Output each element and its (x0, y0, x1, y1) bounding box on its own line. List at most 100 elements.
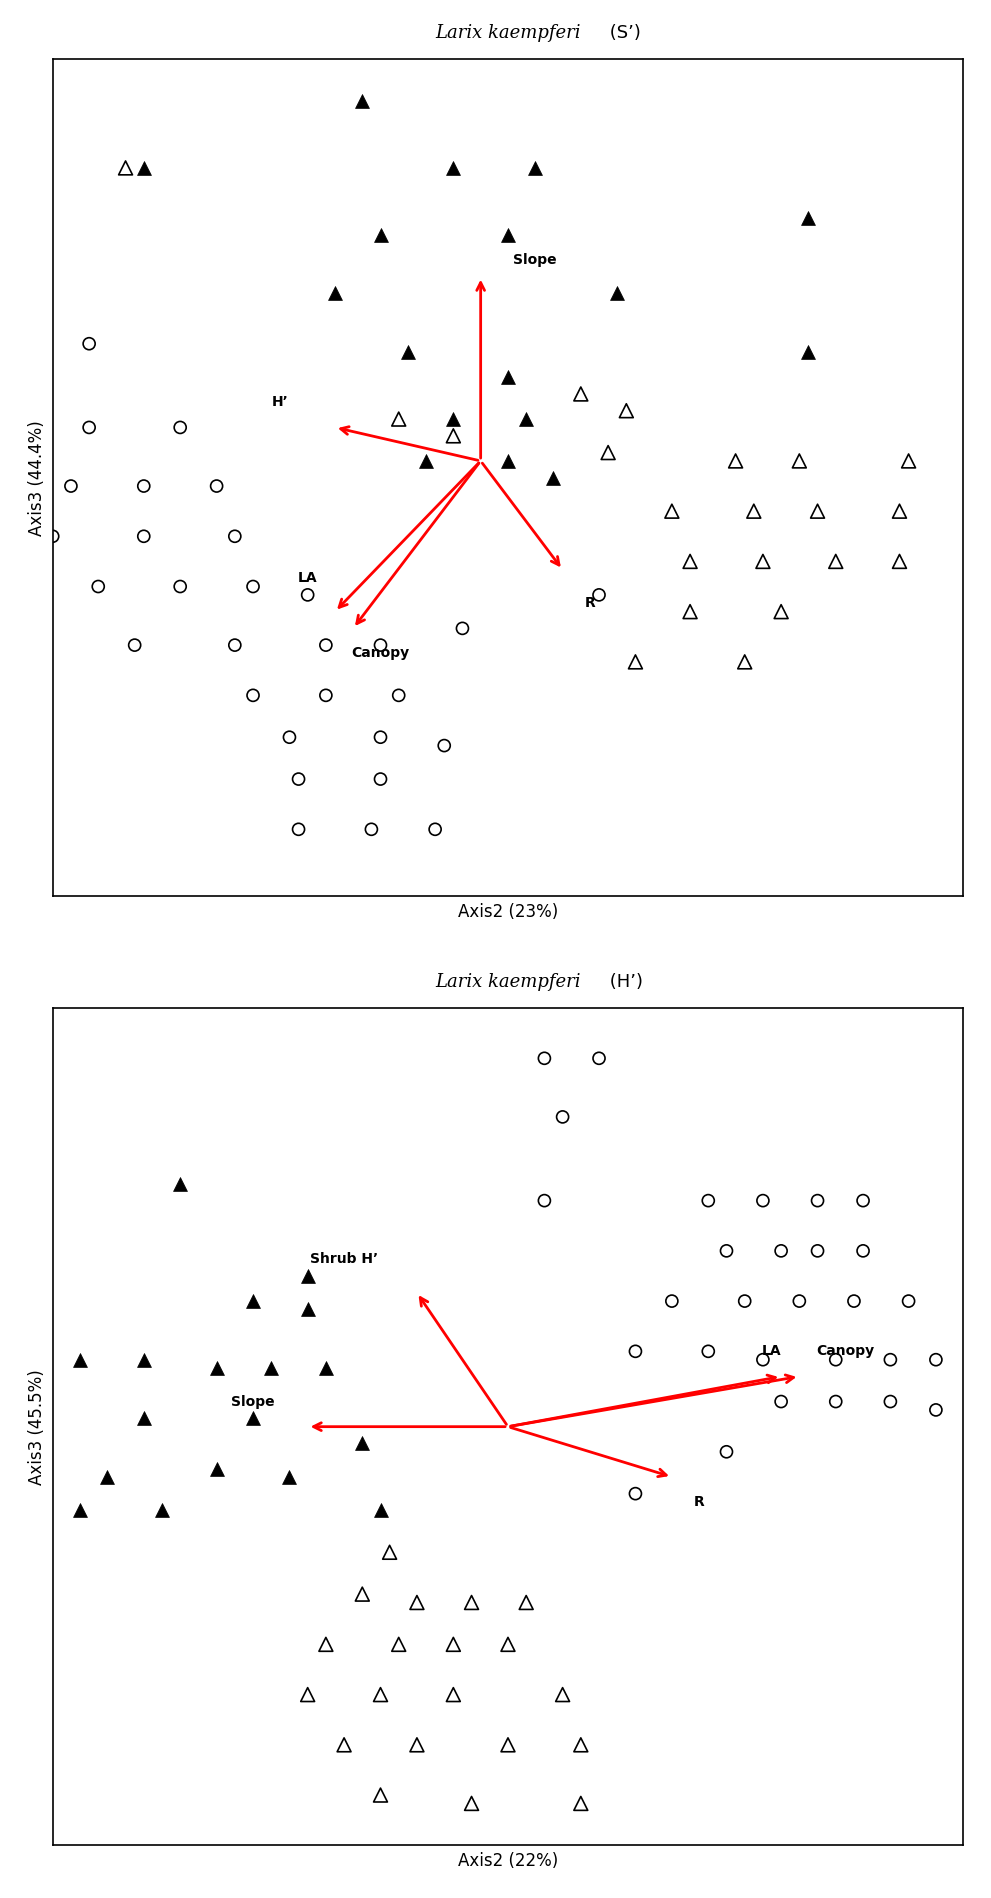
Point (855, 1186, 871, 1217)
Point (409, 1729, 425, 1759)
Point (682, 596, 698, 626)
Point (373, 721, 388, 752)
Point (264, 1353, 279, 1384)
Point (810, 1186, 826, 1217)
Point (664, 495, 680, 526)
Point (118, 152, 134, 182)
Point (136, 522, 152, 552)
Text: Canopy: Canopy (816, 1344, 874, 1359)
Point (792, 1287, 808, 1317)
Point (755, 1344, 771, 1374)
Point (209, 1454, 225, 1484)
Text: LA: LA (762, 1344, 782, 1359)
Point (72, 1344, 88, 1374)
Point (573, 1788, 589, 1818)
Point (928, 1395, 943, 1425)
Point (281, 721, 297, 752)
Point (390, 1628, 406, 1659)
Point (718, 1236, 734, 1266)
Point (72, 1496, 88, 1526)
Point (355, 1427, 371, 1458)
Text: Slope: Slope (231, 1395, 275, 1408)
Point (373, 763, 388, 793)
Point (591, 1044, 606, 1074)
Point (172, 1169, 188, 1200)
X-axis label: Axis2 (23%): Axis2 (23%) (458, 903, 558, 921)
Point (518, 404, 534, 435)
Point (336, 1729, 352, 1759)
Point (892, 547, 908, 577)
Point (373, 220, 388, 251)
Point (500, 1628, 516, 1659)
Point (546, 463, 562, 493)
Point (172, 412, 188, 442)
Point (318, 1353, 334, 1384)
Point (136, 1403, 152, 1433)
Point (682, 547, 698, 577)
Point (810, 495, 826, 526)
Point (400, 338, 416, 368)
Point (127, 630, 143, 661)
Point (245, 679, 261, 710)
Point (136, 471, 152, 501)
Point (701, 1186, 716, 1217)
Point (245, 1403, 261, 1433)
Point (736, 1287, 752, 1317)
Point (209, 471, 225, 501)
Point (136, 1344, 152, 1374)
Point (418, 446, 434, 476)
Point (801, 338, 817, 368)
Point (445, 1680, 461, 1710)
Point (390, 404, 406, 435)
Point (245, 1287, 261, 1317)
Point (500, 220, 516, 251)
Point (390, 679, 406, 710)
Point (810, 1236, 826, 1266)
Point (327, 279, 343, 309)
Point (827, 1344, 843, 1374)
Point (373, 1680, 388, 1710)
Point (627, 1479, 643, 1509)
Text: LA: LA (298, 571, 317, 585)
Point (591, 579, 606, 609)
Point (536, 1044, 552, 1074)
Point (364, 814, 380, 845)
Text: (S’): (S’) (604, 25, 640, 42)
Point (882, 1386, 898, 1416)
Point (318, 630, 334, 661)
Point (882, 1344, 898, 1374)
Point (901, 1287, 917, 1317)
Point (281, 1461, 297, 1492)
Point (464, 1587, 480, 1617)
Text: Larix kaempferi: Larix kaempferi (435, 25, 581, 42)
Point (355, 1579, 371, 1610)
Point (618, 395, 634, 425)
Point (518, 1587, 534, 1617)
Point (736, 647, 752, 678)
Text: Larix kaempferi: Larix kaempferi (435, 974, 581, 991)
Point (290, 814, 306, 845)
Point (382, 1537, 397, 1568)
Point (901, 446, 917, 476)
Point (355, 85, 371, 116)
Point (373, 630, 388, 661)
Text: R: R (694, 1496, 705, 1509)
Point (445, 152, 461, 182)
Point (464, 1788, 480, 1818)
Point (373, 1780, 388, 1811)
Point (892, 495, 908, 526)
Point (527, 152, 543, 182)
Point (172, 571, 188, 602)
Point (455, 613, 471, 643)
Point (299, 1294, 315, 1325)
Point (318, 1628, 334, 1659)
Point (427, 814, 443, 845)
Text: R: R (585, 596, 596, 611)
Point (846, 1287, 862, 1317)
Point (45, 522, 60, 552)
Point (827, 547, 843, 577)
Point (746, 495, 762, 526)
Point (555, 1101, 571, 1131)
Point (555, 1680, 571, 1710)
Point (773, 596, 789, 626)
